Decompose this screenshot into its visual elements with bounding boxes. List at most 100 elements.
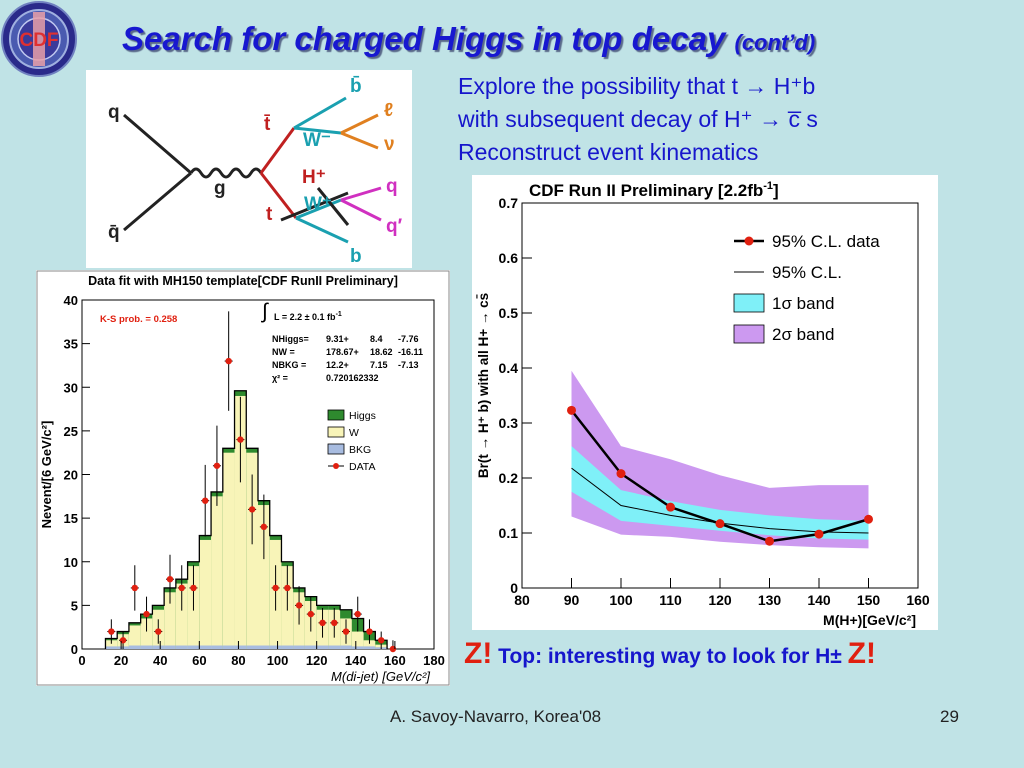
hist-w-bar	[128, 625, 141, 649]
limit-ylabel: Br(t → H⁺ b) with all H+ → cs̄	[476, 293, 491, 478]
z-mark-right: Z!	[847, 637, 876, 670]
hist-ytick-label: 25	[64, 424, 78, 439]
hist-w-bar	[258, 505, 270, 649]
label-wplus: W⁺	[304, 194, 332, 215]
hist-data-point	[248, 506, 256, 513]
hist-bkg-bar	[246, 645, 258, 649]
bullet-3: Reconstruct event kinematics	[458, 139, 759, 165]
limit-observed-point	[765, 536, 774, 546]
hist-ylabel: Nevent/[6 GeV/c²]	[39, 421, 54, 529]
limit-ytick-label: 0.2	[499, 470, 519, 486]
hist-bkg-bar	[304, 645, 317, 649]
hist-data-point	[284, 584, 291, 592]
hist-bkg-bar	[234, 645, 247, 649]
limit-ytick-label: 0.6	[499, 250, 519, 266]
footer-text: A. Savoy-Navarro, Korea'08	[390, 707, 602, 726]
label-lepton: ℓ	[384, 100, 393, 121]
hist-xtick-label: 20	[114, 653, 128, 668]
hist-ytick-label: 10	[64, 555, 78, 570]
label-qprime: q′	[386, 216, 403, 237]
hist-bkg-bar	[199, 645, 212, 649]
hist-ytick-label: 35	[64, 337, 78, 352]
limit-legend-data-marker	[744, 236, 754, 246]
hist-legend-label: Higgs	[349, 410, 376, 422]
limit-legend-label: 95% C.L. data	[772, 232, 880, 251]
hist-bkg-bar	[293, 645, 305, 649]
hist-data-point	[131, 584, 138, 592]
hist-xtick-label: 180	[423, 653, 445, 668]
hist-w-bar	[211, 496, 223, 649]
limit-xtick-label: 120	[708, 592, 732, 608]
hist-data-point	[213, 462, 221, 469]
limit-observed-point	[814, 529, 824, 539]
limit-legend-band-swatch	[733, 293, 765, 313]
hist-data-point	[331, 619, 338, 627]
limit-observed-point	[616, 469, 626, 479]
limit-ytick-label: 0.7	[499, 195, 519, 211]
wminus-line	[293, 126, 342, 135]
hist-legend-label: W	[349, 427, 359, 439]
hist-data-point	[166, 576, 174, 583]
hist-data-point	[342, 628, 350, 635]
label-q: q	[108, 102, 120, 123]
hist-bkg-bar	[140, 645, 153, 649]
hist-bkg-bar	[328, 645, 341, 649]
qprime-line	[340, 198, 382, 222]
hist-stat-value: 12.2+	[326, 360, 349, 370]
limit-1sigma-band	[571, 446, 869, 540]
hist-stat-minus: -7.13	[398, 360, 419, 370]
limit-xtick-label: 110	[659, 592, 682, 608]
limit-xtick-label: 150	[857, 592, 881, 608]
hist-stat-plus: 8.4	[370, 334, 383, 344]
hist-xtick-label: 100	[267, 653, 289, 668]
hist-xtick-label: 80	[231, 653, 245, 668]
lepton-line	[340, 113, 379, 135]
hist-xtick-label: 160	[384, 653, 406, 668]
hist-ytick-label: 40	[64, 293, 78, 308]
hist-xtick-label: 60	[192, 653, 206, 668]
hist-total-outline	[104, 390, 388, 649]
limit-xtick-label: 80	[514, 592, 530, 608]
hist-stat-key: NW =	[272, 347, 295, 357]
hist-data-point	[237, 436, 244, 443]
limit-ytick-label: 0.1	[499, 525, 519, 541]
limit-observed-point	[666, 502, 675, 512]
label-wminus: W⁻	[303, 130, 331, 151]
label-tbar: t̄	[264, 114, 271, 135]
neutrino-line	[340, 131, 379, 150]
hist-data-point	[178, 584, 185, 592]
hist-stat-value: 178.67+	[326, 347, 359, 357]
limit-ytick-label: 0.4	[499, 360, 519, 376]
hist-stat-plus: 7.15	[370, 360, 388, 370]
hist-ytick-label: 0	[71, 642, 78, 657]
hist-lumi-annotation: L = 2.2 ± 0.1 fb-1	[274, 311, 342, 322]
bullet-1: Explore the possibility that t → H⁺b	[458, 73, 816, 99]
hist-bkg-bar	[187, 645, 200, 649]
feynman-diagram: q q̄ g t̄ W⁻ b̄ ℓ ν H⁺ t W⁺ q q′ b	[86, 70, 412, 268]
antib-line	[293, 96, 347, 130]
limit-ytick-label: 0.3	[499, 415, 519, 431]
hist-xtick-label: 40	[153, 653, 167, 668]
hist-xtick-label: 0	[78, 653, 85, 668]
hist-ytick-label: 20	[64, 468, 78, 483]
hist-legend-swatch	[327, 443, 345, 455]
limit-observed-point	[715, 519, 725, 529]
cross-line-2	[316, 187, 350, 226]
label-qbar: q̄	[108, 222, 120, 243]
limit-xtick-label: 140	[807, 592, 831, 608]
hist-plot-area: 0 20 40 60 80 100 120 140 160 180 0 5 10 15 20 25 30 35 40…	[39, 293, 445, 684]
limit-xtick-label: 100	[609, 592, 633, 608]
hist-bkg-bar	[152, 645, 165, 649]
slide-title-suffix: (cont’d)	[734, 30, 816, 55]
hist-ytick-label: 15	[64, 511, 78, 526]
hist-w-bar	[199, 539, 212, 649]
quark-line	[123, 113, 192, 175]
hist-w-bar	[164, 592, 176, 649]
slide-title: Search for charged Higgs in top decay (c…	[122, 20, 815, 58]
hist-data-point	[155, 628, 162, 635]
hist-stat-plus: 18.62	[370, 347, 393, 357]
hist-legend-swatch	[327, 409, 345, 421]
hist-stat-key: NHiggs=	[272, 334, 309, 344]
label-b: b	[350, 246, 362, 267]
label-bbar: b̄	[350, 76, 362, 97]
